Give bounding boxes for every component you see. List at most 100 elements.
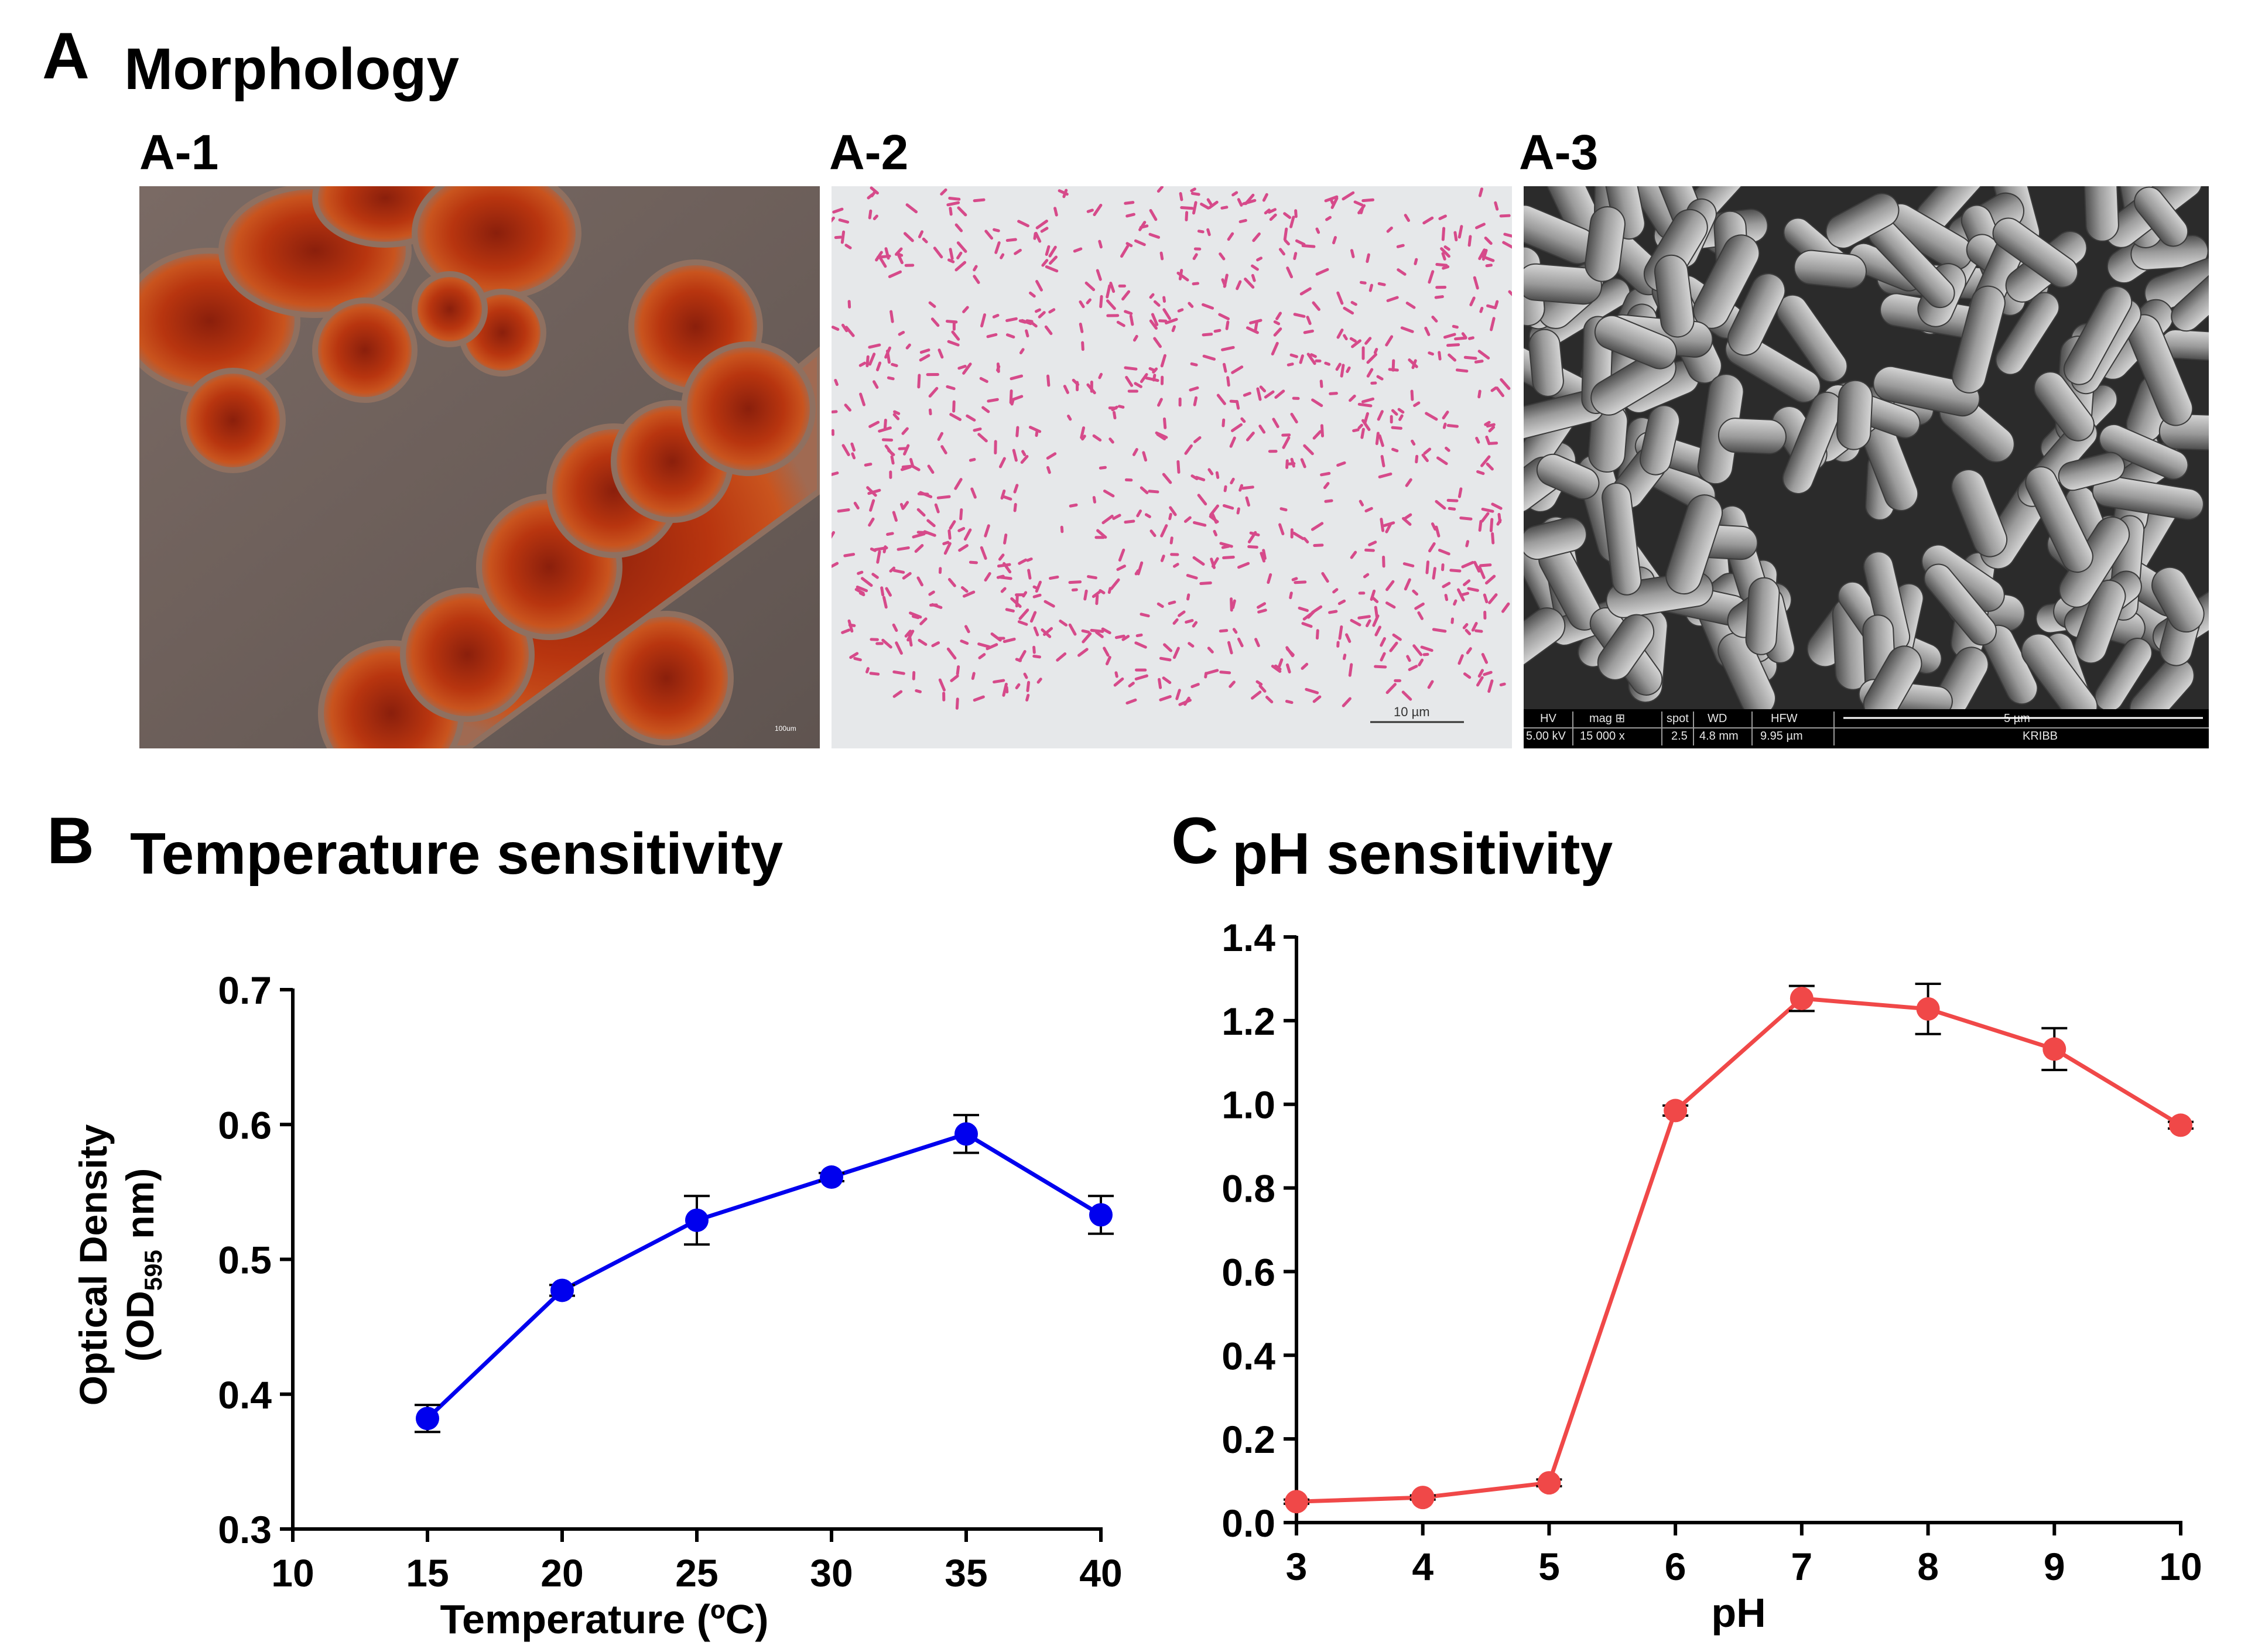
stained-cell [1134,641,1147,649]
stained-cell [938,678,946,692]
stained-cell [1366,619,1371,628]
stained-cell [870,186,879,195]
stained-cell [843,553,856,557]
stained-cell [880,586,885,597]
stained-cell [1323,482,1330,490]
stained-cell [1431,522,1437,531]
stained-cell [1190,683,1200,689]
stained-cell [978,653,986,659]
stained-cell [1294,580,1307,584]
stained-cell [1040,227,1049,233]
stained-cell [889,310,894,323]
stained-cell [1495,387,1505,398]
stained-cell [1257,608,1267,614]
stained-cell [1245,496,1250,507]
data-point [1537,1471,1561,1495]
sem-mag-header: mag ⊞ [1589,712,1625,725]
colony-photo: 100um [139,186,820,748]
stained-cell [1368,541,1377,546]
stained-cell [1015,658,1022,662]
stained-cell [1025,329,1029,338]
stained-cell [1453,231,1458,242]
stained-cell [1237,198,1243,207]
stained-cell [1353,200,1364,207]
stained-cell [1457,654,1464,665]
sem-cell [2094,638,2153,712]
stained-cell [1421,453,1429,463]
sem-cell [2151,566,2205,633]
stained-cell [1043,627,1053,636]
sem-micrograph: HV mag ⊞ spot WD HFW 5.00 kV 15 000 x 2.… [1524,186,2209,748]
stained-cell [1190,191,1200,196]
x-tick-label: 20 [540,1551,583,1595]
stained-cell [1124,366,1138,371]
stained-cell [1275,312,1282,320]
stained-cell [1213,329,1222,333]
stained-cell [1411,439,1416,446]
stained-cell [1383,521,1395,528]
stained-cell [1364,337,1372,345]
stained-cell [1310,353,1317,358]
stained-cell [1480,512,1490,523]
stained-cell [1206,669,1219,675]
stained-cell [973,695,985,702]
stained-cell [1475,223,1486,230]
stained-cell [1452,324,1459,329]
stained-cell [901,427,909,435]
stained-cell [873,380,879,389]
x-tick-label: 9 [2044,1545,2065,1588]
stained-cell [1026,680,1031,692]
stained-cell [1274,389,1285,399]
stained-cell [1329,198,1335,205]
stained-cell [903,232,914,242]
stained-cell [1260,552,1266,563]
stained-cell [928,590,935,596]
stained-cell [905,343,911,350]
stained-cell [1023,672,1028,679]
stained-cell [1422,216,1434,225]
stained-cell [1488,425,1496,433]
stained-cell [957,206,967,217]
stained-cell [892,670,905,675]
stained-cell [903,444,910,456]
stained-cell [1226,376,1230,387]
sem-cell [1654,254,1695,338]
stained-cell [1095,631,1104,638]
sem-cell [1524,607,1566,669]
stained-cell [1315,268,1329,276]
temperature-sensitivity-chart: 0.3 0.4 0.5 0.6 0.7 10 15 20 25 30 35 40 Temperature… [71,969,1123,1642]
stained-cell [1046,466,1051,474]
stained-cell [876,361,882,371]
stained-cell [1273,327,1282,337]
stained-cell [1349,337,1357,343]
stained-cell [1231,191,1238,197]
stained-cell [1083,589,1088,601]
stained-cell [1377,410,1384,421]
stained-cell [1443,333,1456,339]
stained-cell [950,674,959,682]
stained-cell [987,398,999,403]
stained-cell [1185,211,1189,221]
stained-cell [1227,232,1234,241]
image-a3-label: A-3 [1519,125,1599,180]
stained-cell [1477,389,1482,399]
stained-cell [971,672,976,680]
stained-cell [1386,226,1393,233]
stained-cell [1363,573,1370,579]
stained-cell [1443,245,1450,251]
stained-cell [1255,680,1263,686]
stained-cell [911,464,921,471]
stained-cell [892,413,900,420]
data-point [1916,997,1940,1021]
stained-cell [832,216,835,223]
stained-cell [1478,248,1486,261]
stained-cell [1216,394,1226,405]
stained-cell [1335,362,1342,371]
stained-cell [1238,218,1247,224]
stained-cell [1264,390,1275,399]
sem-cell [1924,563,1997,646]
stained-cell [834,235,843,240]
stained-cell [1435,500,1446,510]
stained-cell [956,251,963,259]
sem-cell [2058,452,2125,491]
